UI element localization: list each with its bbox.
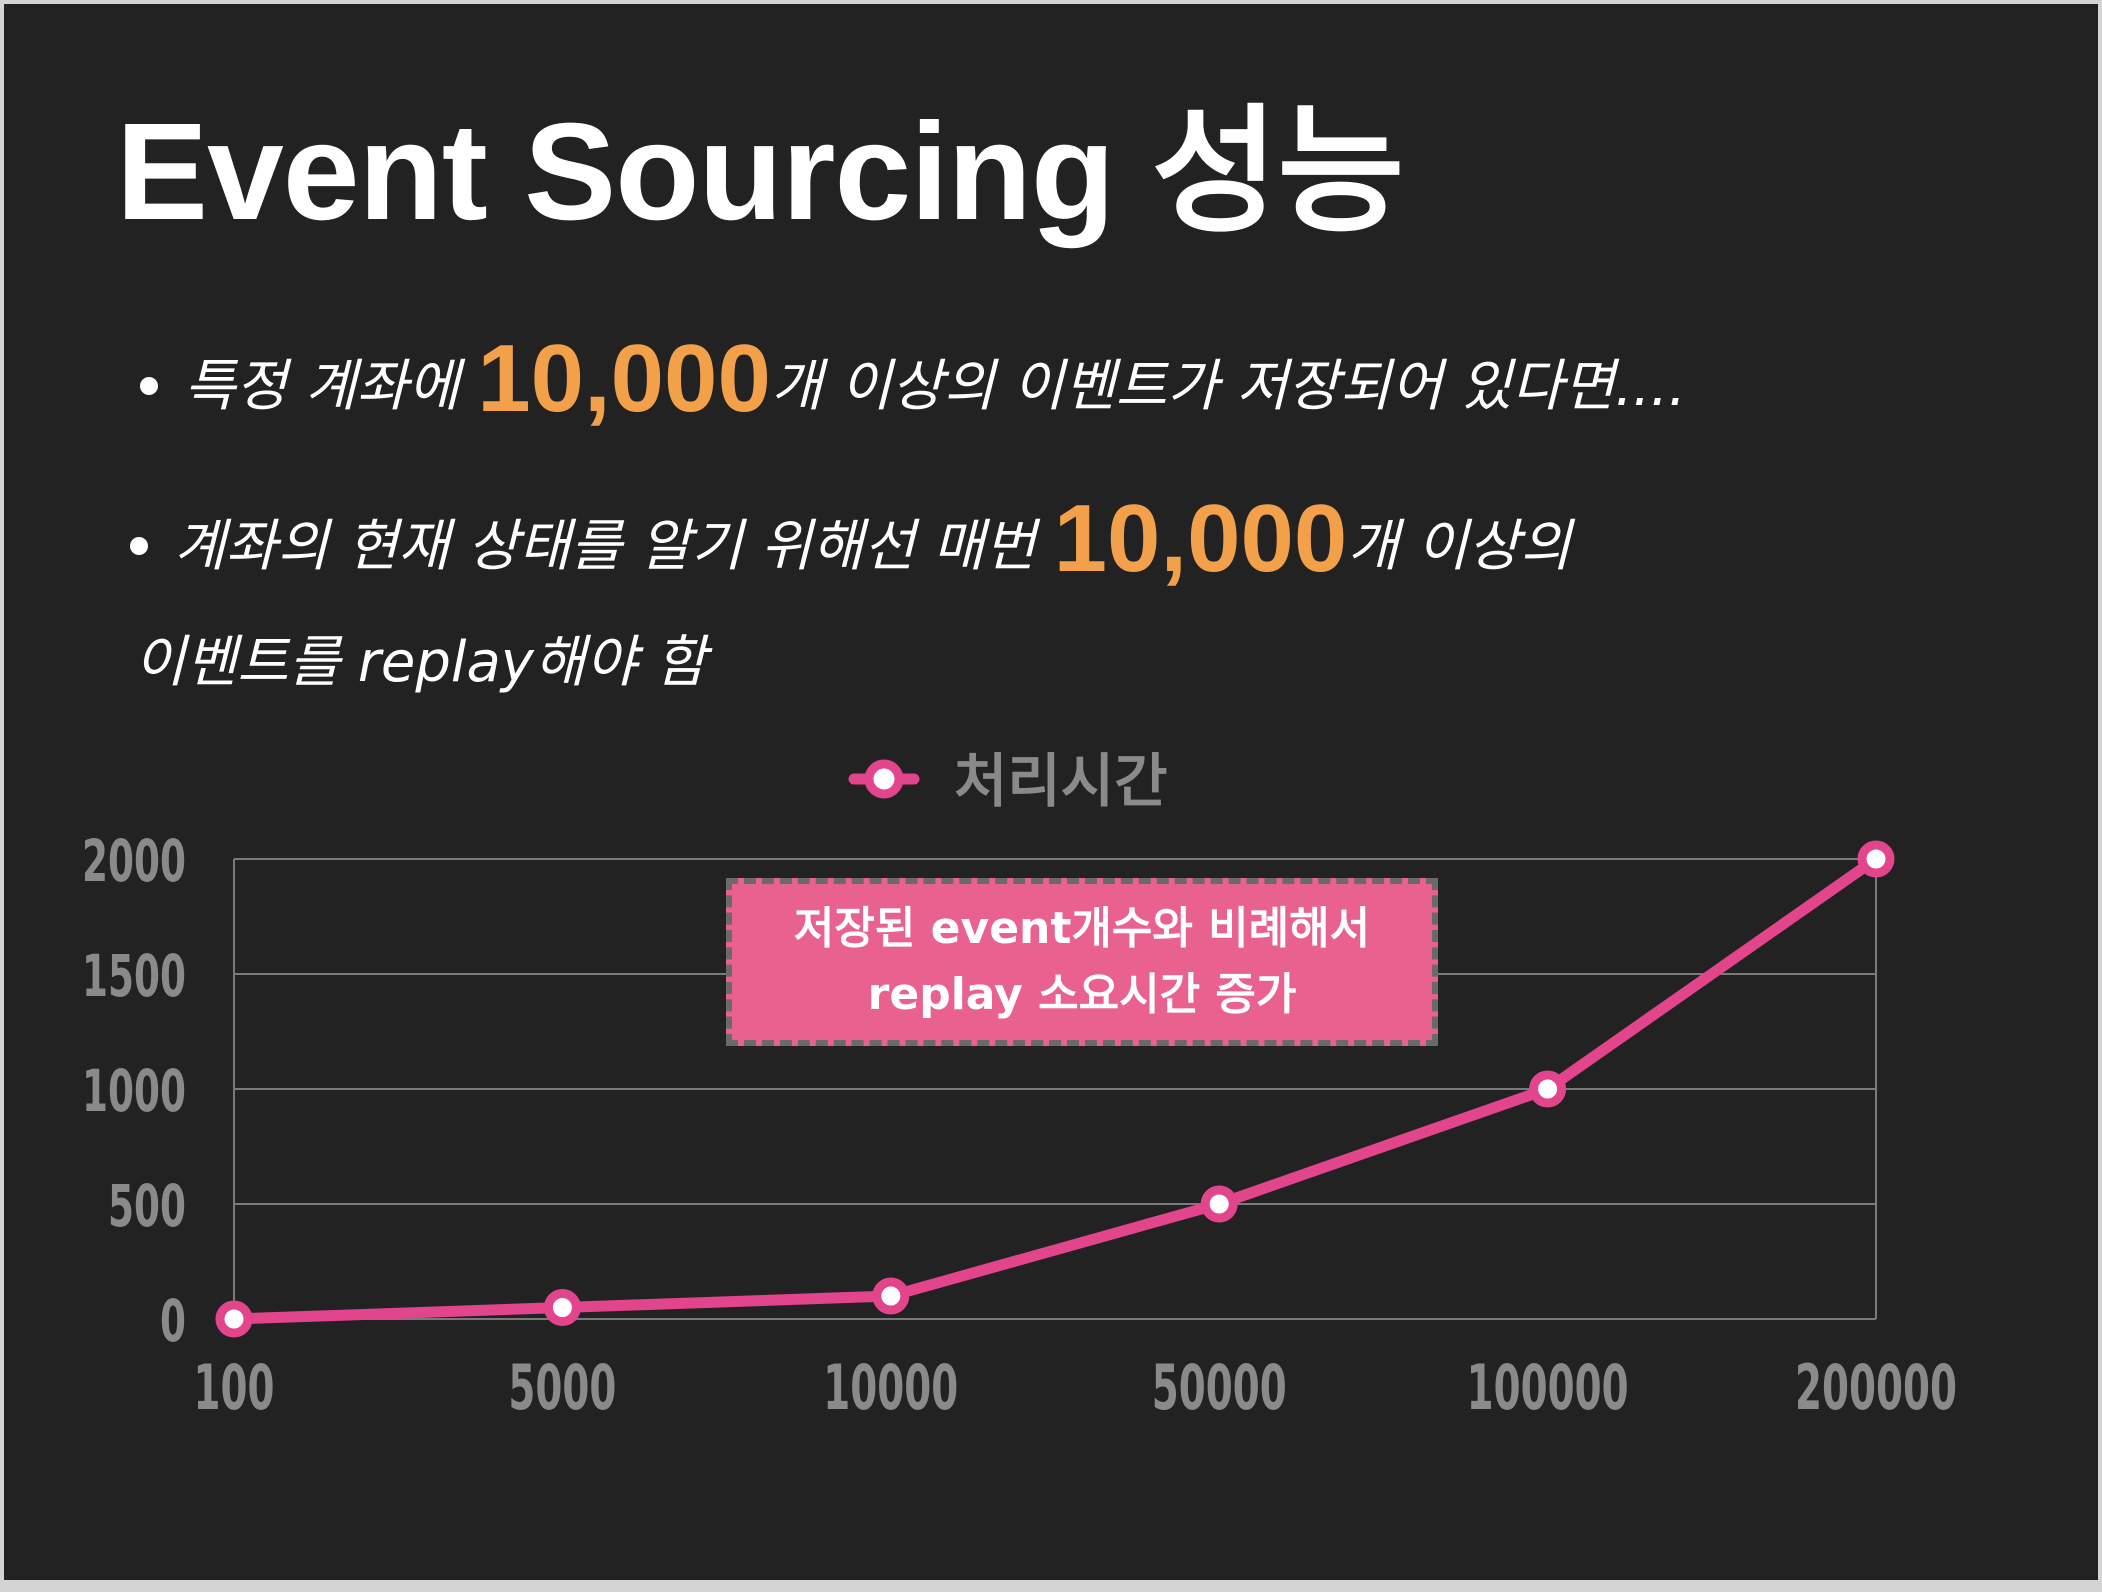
callout-box: 저장된 event개수와 비례해서 replay 소요시간 증가 <box>726 878 1438 1046</box>
bullet-2-highlight: 10,000 <box>1053 485 1348 592</box>
bullet-2: 계좌의 현재 상태를 알기 위해선 매번 10,000개 이상의 <box>130 491 1572 587</box>
bullet-dot-icon <box>140 376 158 395</box>
chart-legend: 처리시간 <box>848 747 1167 815</box>
y-tick-label: 1500 <box>82 942 186 1010</box>
callout-line-1: 저장된 event개수와 비례해서 <box>793 903 1371 954</box>
legend-marker-icon <box>864 759 904 799</box>
bullet-2-text-before: 계좌의 현재 상태를 알기 위해선 매번 <box>174 514 1054 579</box>
line-chart: 0 500 1000 1500 2000 100 5000 10000 50000 100000… <box>82 747 1958 1424</box>
chart-series <box>215 840 1895 1338</box>
bullet-dot-icon <box>130 536 148 555</box>
x-tick-label: 200000 <box>1795 1351 1957 1424</box>
slide-title: Event Sourcing 성능 <box>116 95 1404 249</box>
x-tick-label: 50000 <box>1152 1351 1287 1424</box>
bullet-2-continuation: 이벤트를 replay해야 함 <box>134 630 707 695</box>
y-tick-label: 2000 <box>82 827 186 895</box>
callout-line-2: replay 소요시간 증가 <box>867 969 1297 1020</box>
bullet-1: 특정 계좌에 10,000개 이상의 이벤트가 저장되어 있다면.... <box>140 331 1687 427</box>
bullet-2-text-after: 개 이상의 <box>1347 514 1572 579</box>
bullet-1-text-before: 특정 계좌에 <box>184 354 478 419</box>
legend-label: 처리시간 <box>954 747 1167 815</box>
x-axis-ticks: 100 5000 10000 50000 100000 200000 <box>194 1351 1958 1424</box>
slide: Event Sourcing 성능 특정 계좌에 10,000개 이상의 이벤트… <box>4 4 2098 1580</box>
data-point <box>1200 1185 1238 1223</box>
data-point <box>1857 840 1895 878</box>
series-line <box>228 853 1882 1325</box>
bullet-1-highlight: 10,000 <box>477 325 771 432</box>
data-point <box>1529 1070 1567 1108</box>
y-tick-label: 1000 <box>82 1057 186 1125</box>
data-point <box>543 1289 581 1326</box>
x-tick-label: 5000 <box>508 1351 616 1424</box>
x-tick-label: 100 <box>194 1351 275 1424</box>
data-point <box>215 1300 253 1338</box>
bullet-1-text-after: 개 이상의 이벤트가 저장되어 있다면.... <box>770 354 1687 419</box>
y-tick-label: 0 <box>160 1287 186 1355</box>
x-tick-label: 100000 <box>1467 1351 1629 1424</box>
x-tick-label: 10000 <box>823 1351 958 1424</box>
y-axis-ticks: 0 500 1000 1500 2000 <box>82 827 186 1355</box>
y-tick-label: 500 <box>108 1172 186 1240</box>
data-point <box>872 1277 910 1315</box>
